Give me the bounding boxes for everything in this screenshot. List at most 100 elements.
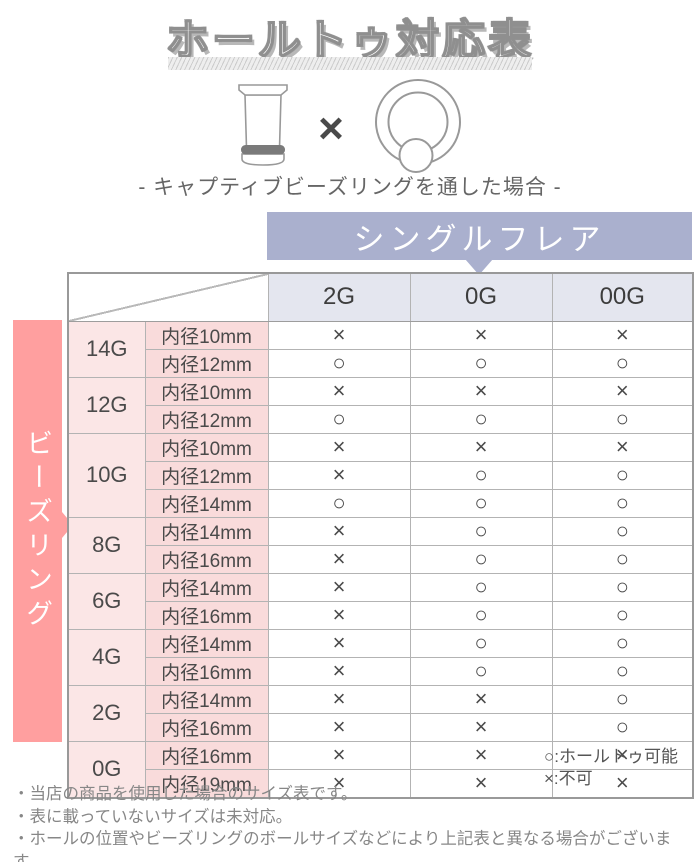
mark-cell: × [267,516,411,546]
mark-cell: ○ [551,684,694,714]
compat-table: 2G 0G 00G 14G 内径10mm × × × 内径12mm ○ ○ ○ 12G 内径10mm… [67,272,694,799]
mark-cell: × [267,768,411,798]
size-cell: 内径16mm [144,600,269,630]
mark-cell: × [267,320,411,350]
size-cell: 内径16mm [144,740,269,770]
mark-cell: × [551,768,694,798]
table-row: 12G 内径10mm × × × [67,376,694,434]
mark-cell: × [267,544,411,574]
size-cell: 内径10mm [144,376,269,406]
mark-cell: × [409,376,553,406]
size-cell: 内径10mm [144,320,269,350]
table-row: 2G 内径14mm × × ○ [67,684,694,742]
column-header-00g: 00G [551,272,694,322]
product-icons: × [0,78,700,179]
beads-ring-label: ビーズリング [22,429,52,633]
table-row: 内径12mm ○ ○ ○ [68,404,694,434]
compat-table-body: 14G 内径10mm × × × 内径12mm ○ ○ ○ 12G 内径10mm × × × 内径12mm ○… [67,320,694,798]
size-cell: 内径14mm [144,488,269,518]
gauge-cell: 2G [67,684,146,742]
mark-cell: × [267,460,411,490]
mark-cell: ○ [409,348,553,378]
gauge-cell: 4G [67,628,146,686]
table-row: 内径16mm × ○ ○ [68,600,694,630]
mark-cell: × [267,600,411,630]
note-line: ・当店の商品を使用した場合のサイズ表です。 [13,785,358,803]
corner-cell [67,272,269,322]
gauge-cell: 6G [67,572,146,630]
mark-cell: × [409,740,553,770]
notes: ・当店の商品を使用した場合のサイズ表です。 ・表に載っていないサイズは未対応。 … [13,783,700,862]
cross-icon: × [318,103,344,153]
table-row: 10G 内径10mm × × × [67,432,694,518]
table-row: 14G 内径10mm × × × [67,320,694,378]
gauge-cell: 0G [67,740,146,798]
gauge-cell: 14G [67,320,146,378]
mark-cell: ○ [409,656,553,686]
mark-cell: ○ [551,712,694,742]
size-cell: 内径12mm [144,460,269,490]
mark-cell: × [409,712,553,742]
mark-cell: ○ [551,600,694,630]
mark-cell: ○ [267,348,411,378]
subtitle: - キャプティブビーズリングを通した場合 - [138,176,562,199]
mark-cell: ○ [551,404,694,434]
captive-bead-ring-icon [370,78,466,179]
single-flare-band-label: シングルフレア [353,221,606,257]
mark-cell: × [551,432,694,462]
mark-cell: ○ [267,488,411,518]
mark-cell: × [551,740,694,770]
mark-cell: × [409,768,553,798]
mark-cell: ○ [551,544,694,574]
size-cell: 内径16mm [144,544,269,574]
mark-cell: ○ [551,348,694,378]
mark-cell: × [267,712,411,742]
mark-cell: ○ [409,460,553,490]
mark-cell: × [551,376,694,406]
column-header-0g: 0G [409,272,553,322]
gauge-cell: 10G [67,432,146,518]
mark-cell: ○ [409,404,553,434]
mark-cell: × [267,656,411,686]
legend-possible: ○:ホールトゥ可能 [544,747,678,766]
size-cell: 内径10mm [144,432,269,462]
beads-ring-bar: ビーズリング [13,320,62,742]
mark-cell: ○ [409,488,553,518]
mark-cell: ○ [551,628,694,658]
size-cell: 内径16mm [144,712,269,742]
title-underline-decoration [168,57,532,70]
mark-cell: × [267,740,411,770]
mark-cell: × [267,432,411,462]
note-line: ・表に載っていないサイズは未対応。 [13,807,293,826]
mark-cell: × [267,376,411,406]
size-cell: 内径14mm [144,684,269,714]
size-cell: 内径12mm [144,404,269,434]
mark-cell: ○ [551,488,694,518]
table-row: 4G 内径14mm × ○ ○ [67,628,694,686]
mark-cell: ○ [267,404,411,434]
table-row: 内径16mm × × ○ [68,712,694,742]
mark-cell: ○ [409,516,553,546]
band-arrow-down-icon [465,259,493,275]
mark-cell: × [409,320,553,350]
mark-cell: × [267,628,411,658]
gauge-cell: 12G [67,376,146,434]
mark-cell: ○ [409,572,553,602]
mark-cell: ○ [409,600,553,630]
legend-impossible: ×:不可 [544,769,593,788]
table-row: 内径16mm × ○ ○ [68,656,694,686]
mark-cell: ○ [409,544,553,574]
mark-cell: × [409,684,553,714]
mark-cell: × [267,572,411,602]
legend: ○:ホールトゥ可能 ×:不可 [544,746,678,790]
mark-cell: × [409,432,553,462]
table-row: 内径14mm ○ ○ ○ [68,488,694,518]
size-cell: 内径14mm [144,572,269,602]
note-line: ・ホールの位置やビーズリングのボールサイズなどにより上記表と異なる場合がございま… [13,830,672,862]
column-header-row: 2G 0G 00G [67,272,694,322]
single-flare-band: シングルフレア [267,212,692,260]
single-flare-plug-icon [234,82,292,175]
mark-cell: ○ [551,572,694,602]
size-cell: 内径12mm [144,348,269,378]
